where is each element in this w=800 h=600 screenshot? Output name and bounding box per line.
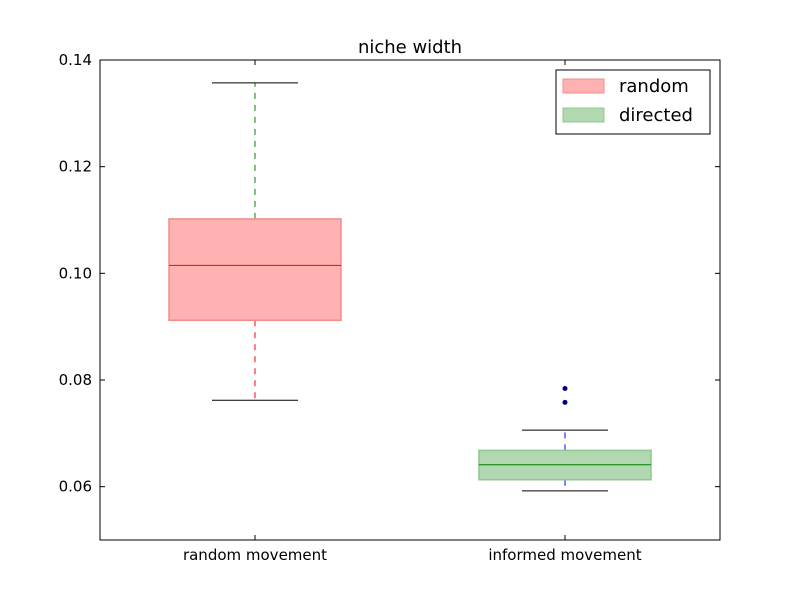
y-tick-label: 0.14 <box>59 51 92 69</box>
legend-swatch-directed <box>562 107 605 123</box>
axes-frame <box>99 59 721 541</box>
chart-title: niche width <box>358 37 462 58</box>
x-tick-label: random movement <box>183 546 327 564</box>
y-axis: 0.06 0.08 0.10 0.12 0.14 <box>59 51 720 496</box>
outlier-point-directed-0 <box>562 386 568 392</box>
y-tick-label: 0.06 <box>59 478 92 496</box>
legend-label-random: random <box>619 76 689 97</box>
legend-label-directed: directed <box>619 105 693 126</box>
y-tick-label: 0.12 <box>59 158 92 176</box>
legend: random directed <box>555 69 711 135</box>
legend-swatch-random <box>562 78 605 94</box>
plot-area <box>168 82 652 492</box>
outlier-point-directed-1 <box>562 399 568 405</box>
y-tick-label: 0.10 <box>59 264 92 282</box>
x-axis: random movement informed movement <box>183 60 642 564</box>
y-tick-label: 0.08 <box>59 371 92 389</box>
x-tick-label: informed movement <box>488 546 641 564</box>
box-random <box>168 218 342 322</box>
